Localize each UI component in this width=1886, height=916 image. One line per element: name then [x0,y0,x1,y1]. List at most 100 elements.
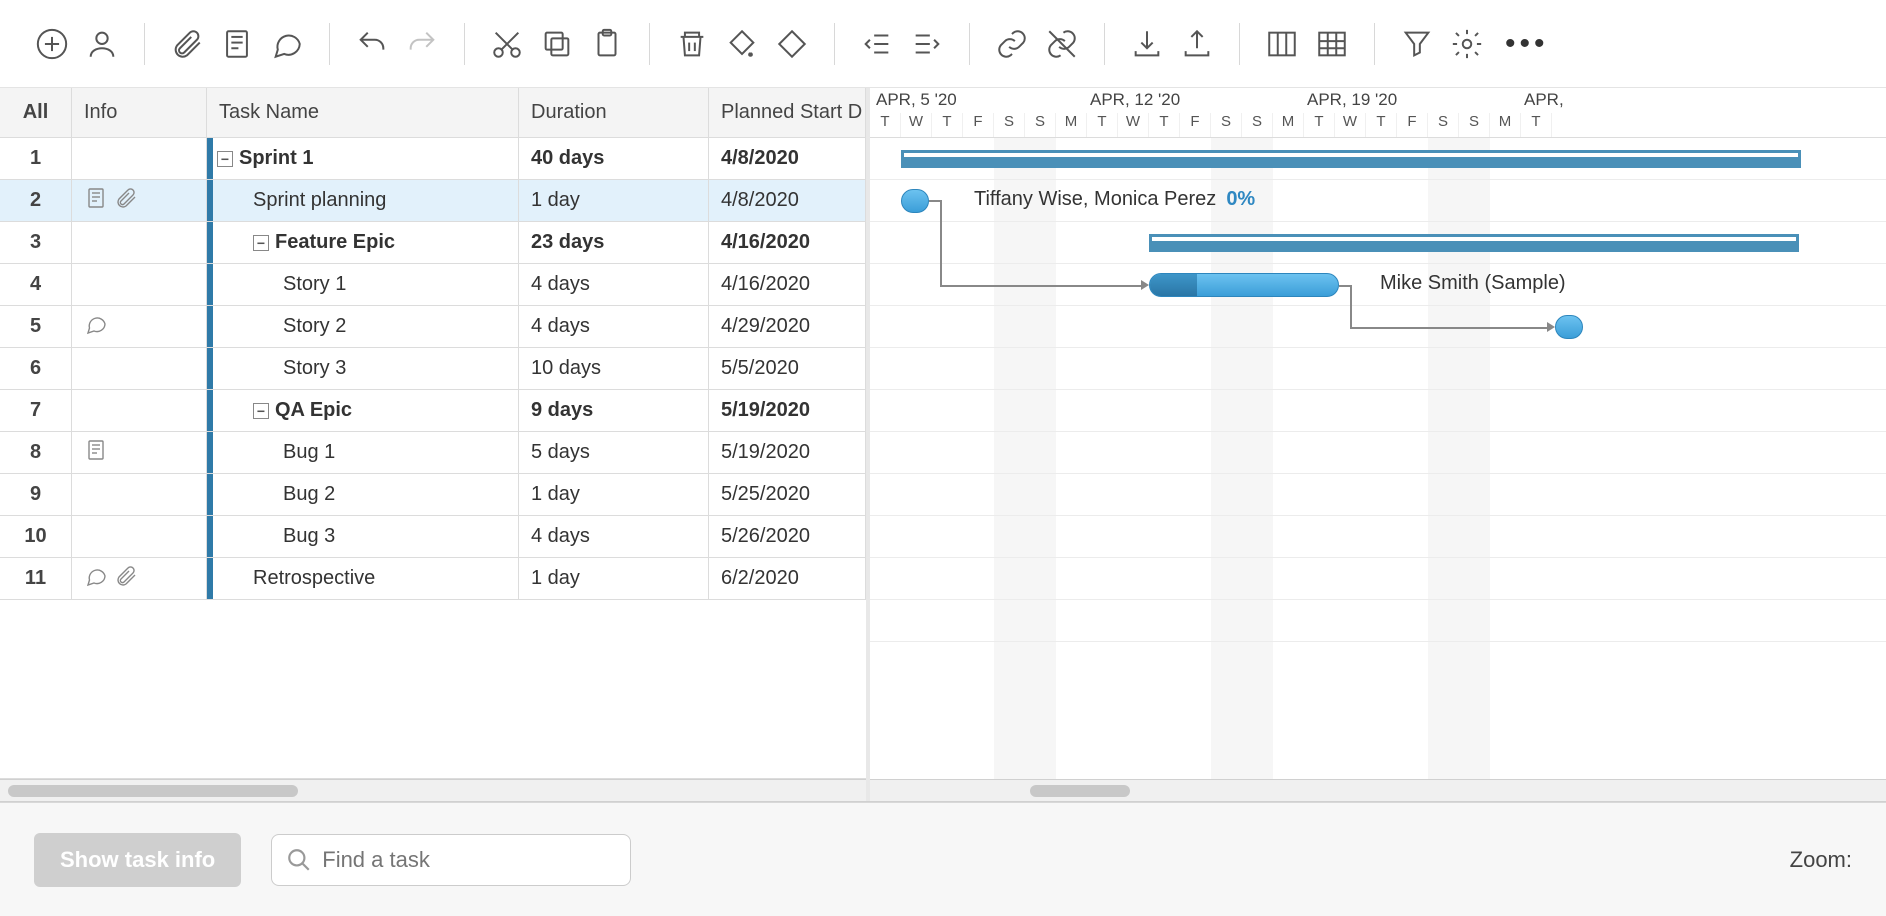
col-info[interactable]: Info [72,88,207,137]
duration-cell[interactable]: 4 days [519,264,709,305]
outdent-icon[interactable] [855,22,899,66]
fill-icon[interactable] [720,22,764,66]
filter-icon[interactable] [1395,22,1439,66]
task-name-cell[interactable]: Story 3 [207,348,519,389]
start-date-cell[interactable]: 5/26/2020 [709,516,866,557]
summary-bar[interactable] [1149,234,1799,252]
user-icon[interactable] [80,22,124,66]
start-date-cell[interactable]: 5/5/2020 [709,348,866,389]
task-name-cell[interactable]: Bug 2 [207,474,519,515]
col-dur[interactable]: Duration [519,88,709,137]
task-name-cell[interactable]: Sprint planning [207,180,519,221]
settings-icon[interactable] [1445,22,1489,66]
bar-label: Mike Smith (Sample) [1380,272,1566,295]
add-icon[interactable] [30,22,74,66]
task-bar[interactable] [1149,273,1339,297]
milestone-icon[interactable] [770,22,814,66]
start-date-cell[interactable]: 4/29/2020 [709,306,866,347]
summary-bar[interactable] [901,150,1801,168]
redo-icon[interactable] [400,22,444,66]
task-row[interactable]: 11Retrospective1 day6/2/2020 [0,558,866,600]
gantt-body[interactable]: Tiffany Wise, Monica Perez0%Mike Smith (… [870,138,1886,779]
note-icon[interactable] [215,22,259,66]
task-row[interactable]: 2Sprint planning1 day4/8/2020 [0,180,866,222]
more-icon[interactable]: ••• [1495,27,1549,61]
day-header: S [1025,113,1056,137]
task-row[interactable]: 7 −QA Epic9 days5/19/2020 [0,390,866,432]
duration-cell[interactable]: 4 days [519,516,709,557]
undo-icon[interactable] [350,22,394,66]
row-number: 7 [0,390,72,431]
task-row[interactable]: 8Bug 15 days5/19/2020 [0,432,866,474]
task-row[interactable]: 6 Story 310 days5/5/2020 [0,348,866,390]
start-date-cell[interactable]: 5/19/2020 [709,432,866,473]
comment-icon[interactable] [265,22,309,66]
start-date-cell[interactable]: 4/8/2020 [709,138,866,179]
task-name-cell[interactable]: Bug 3 [207,516,519,557]
col-date[interactable]: Planned Start D [709,88,866,137]
duration-cell[interactable]: 40 days [519,138,709,179]
duration-cell[interactable]: 4 days [519,306,709,347]
task-bar[interactable] [901,189,929,213]
task-name-cell[interactable]: Bug 1 [207,432,519,473]
day-header: S [994,113,1025,137]
row-number: 6 [0,348,72,389]
collapse-toggle[interactable]: − [253,403,269,419]
task-name-cell[interactable]: Story 1 [207,264,519,305]
collapse-toggle[interactable]: − [217,151,233,167]
unlink-icon[interactable] [1040,22,1084,66]
task-name-cell[interactable]: −Sprint 1 [207,138,519,179]
start-date-cell[interactable]: 4/8/2020 [709,180,866,221]
col-all[interactable]: All [0,88,72,137]
indent-icon[interactable] [905,22,949,66]
duration-cell[interactable]: 1 day [519,474,709,515]
paste-icon[interactable] [585,22,629,66]
row-info [72,222,207,263]
gantt-h-scrollbar[interactable] [870,779,1886,801]
import-icon[interactable] [1125,22,1169,66]
copy-icon[interactable] [535,22,579,66]
duration-cell[interactable]: 9 days [519,390,709,431]
task-name-cell[interactable]: Retrospective [207,558,519,599]
duration-cell[interactable]: 1 day [519,180,709,221]
day-header: M [1056,113,1087,137]
week-label: APR, 12 '20 [1090,90,1180,110]
task-bar[interactable] [1555,315,1583,339]
task-row[interactable]: 9Bug 21 day5/25/2020 [0,474,866,516]
cut-icon[interactable] [485,22,529,66]
task-row[interactable]: 5Story 24 days4/29/2020 [0,306,866,348]
export-icon[interactable] [1175,22,1219,66]
grid-icon[interactable] [1310,22,1354,66]
duration-cell[interactable]: 1 day [519,558,709,599]
columns-icon[interactable] [1260,22,1304,66]
start-date-cell[interactable]: 5/25/2020 [709,474,866,515]
attachment-icon[interactable] [165,22,209,66]
find-task-input[interactable] [322,847,616,873]
start-date-cell[interactable]: 5/19/2020 [709,390,866,431]
task-grid: All Info Task Name Duration Planned Star… [0,88,870,801]
task-name-cell[interactable]: −Feature Epic [207,222,519,263]
task-row[interactable]: 10Bug 34 days5/26/2020 [0,516,866,558]
note-icon [84,186,108,216]
show-task-info-button[interactable]: Show task info [34,833,241,887]
task-name-cell[interactable]: −QA Epic [207,390,519,431]
row-number: 3 [0,222,72,263]
find-task-box[interactable] [271,834,631,886]
task-name-cell[interactable]: Story 2 [207,306,519,347]
duration-cell[interactable]: 23 days [519,222,709,263]
collapse-toggle[interactable]: − [253,235,269,251]
start-date-cell[interactable]: 4/16/2020 [709,264,866,305]
delete-icon[interactable] [670,22,714,66]
start-date-cell[interactable]: 4/16/2020 [709,222,866,263]
task-row[interactable]: 3 −Feature Epic23 days4/16/2020 [0,222,866,264]
start-date-cell[interactable]: 6/2/2020 [709,558,866,599]
task-row[interactable]: 4Story 14 days4/16/2020 [0,264,866,306]
duration-cell[interactable]: 10 days [519,348,709,389]
day-header: S [1242,113,1273,137]
link-icon[interactable] [990,22,1034,66]
day-header: S [1459,113,1490,137]
col-task[interactable]: Task Name [207,88,519,137]
task-row[interactable]: 1−Sprint 140 days4/8/2020 [0,138,866,180]
duration-cell[interactable]: 5 days [519,432,709,473]
grid-h-scrollbar[interactable] [0,779,866,801]
